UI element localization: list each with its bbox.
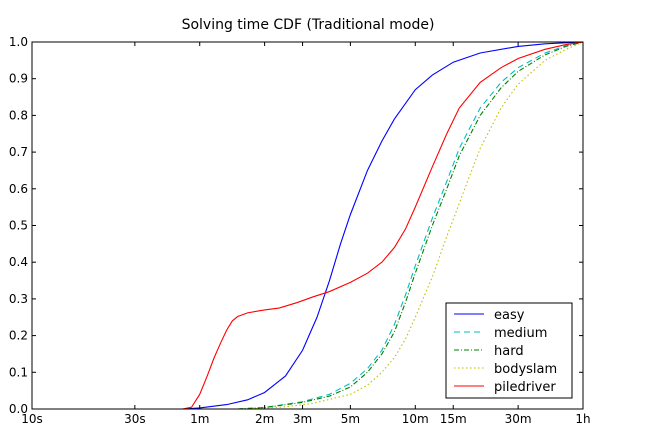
- y-tick-label: 0.8: [9, 108, 28, 122]
- y-tick-label: 0.6: [9, 182, 28, 196]
- y-tick-label: 0.1: [9, 365, 28, 379]
- series-line-bodyslam: [247, 41, 584, 410]
- series-line-hard: [237, 41, 584, 410]
- y-tick-label: 1.0: [9, 35, 28, 49]
- legend: easy medium hard bodyslam piledriver: [445, 302, 573, 399]
- legend-label-hard: hard: [494, 344, 524, 359]
- y-tick-label: 0.3: [9, 292, 28, 306]
- plot-area: [182, 41, 584, 410]
- x-tick-label: 10m: [402, 412, 429, 426]
- legend-label-medium: medium: [494, 326, 547, 341]
- x-tick-label: 30m: [505, 412, 532, 426]
- chart-title: Solving time CDF (Traditional mode): [182, 17, 435, 33]
- y-tick-label: 0.7: [9, 145, 28, 159]
- x-tick-label: 3m: [293, 412, 312, 426]
- legend-label-piledriver: piledriver: [494, 380, 556, 395]
- series-line-medium: [237, 41, 584, 410]
- axes: 10s 30s 1m 2m 3m 5m 10m 15m 30m 1h 0.0 0.1 0.2 0.3 0.4…: [9, 35, 591, 426]
- x-tick-label: 1h: [575, 412, 590, 426]
- y-tick-label: 0.2: [9, 329, 28, 343]
- y-tick-label: 0.9: [9, 72, 28, 86]
- y-tick-label: 0.4: [9, 255, 28, 269]
- y-tick-label: 0.0: [9, 402, 28, 416]
- x-tick-label: 10s: [21, 412, 43, 426]
- legend-label-easy: easy: [494, 308, 525, 323]
- x-tick-label: 1m: [190, 412, 209, 426]
- x-tick-label: 30s: [124, 412, 146, 426]
- y-tick-label: 0.5: [9, 219, 28, 233]
- x-tick-label: 5m: [341, 412, 360, 426]
- x-tick-label: 2m: [255, 412, 274, 426]
- x-tick-label: 15m: [440, 412, 467, 426]
- series-line-piledriver: [182, 41, 584, 410]
- series-line-easy: [182, 41, 584, 410]
- legend-label-bodyslam: bodyslam: [494, 362, 557, 377]
